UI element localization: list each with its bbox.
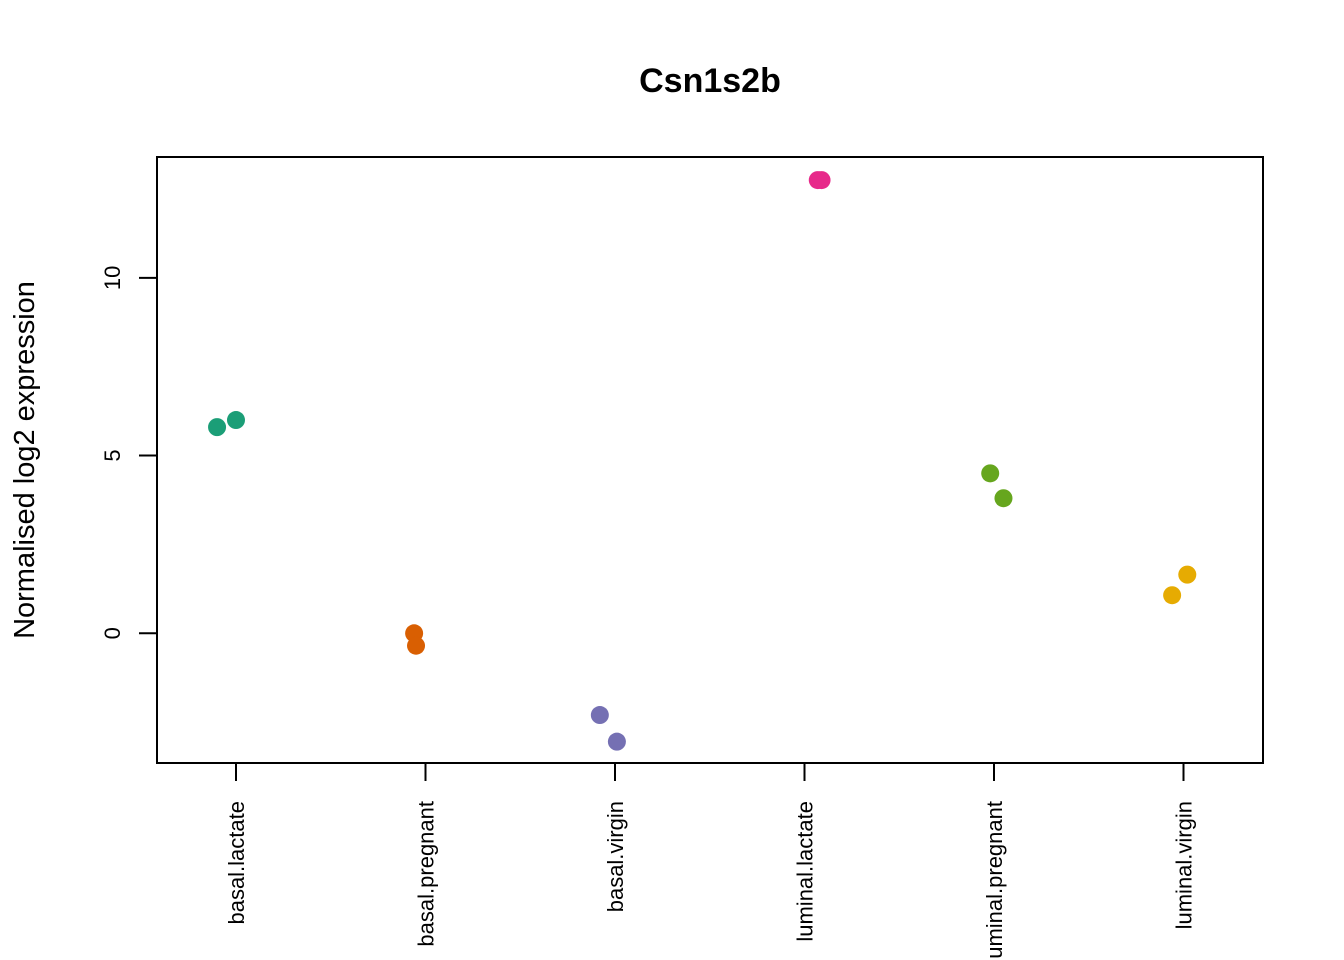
plot-frame xyxy=(156,156,1264,764)
y-axis: 0 5 10 xyxy=(100,266,157,639)
x-axis: basal.lactate basal.pregnant basal.virgin l… xyxy=(224,763,1196,960)
data-point xyxy=(407,636,426,655)
x-tick-label: luminal.virgin xyxy=(1171,801,1196,929)
data-point xyxy=(227,411,245,430)
y-tick-label: 0 xyxy=(100,627,125,639)
data-point xyxy=(607,732,626,751)
x-tick-label: luminal.lactate xyxy=(792,801,817,942)
data-point xyxy=(208,418,227,437)
y-tick-label: 10 xyxy=(100,266,125,290)
x-tick-label: basal.virgin xyxy=(603,801,628,912)
x-tick-label: luminal.pregnant xyxy=(982,801,1007,960)
chart-title: Csn1s2b xyxy=(639,62,781,100)
data-point xyxy=(1178,565,1197,584)
y-tick-label: 5 xyxy=(100,449,125,461)
data-point xyxy=(812,171,831,190)
data-point xyxy=(981,464,1000,483)
data-points xyxy=(208,171,1197,751)
data-point xyxy=(1163,586,1182,605)
x-tick-label: basal.pregnant xyxy=(413,801,438,947)
x-tick-label: basal.lactate xyxy=(224,801,249,925)
data-point xyxy=(994,489,1013,508)
y-axis-label: Normalised log2 expression xyxy=(9,281,41,639)
data-point xyxy=(590,706,609,725)
